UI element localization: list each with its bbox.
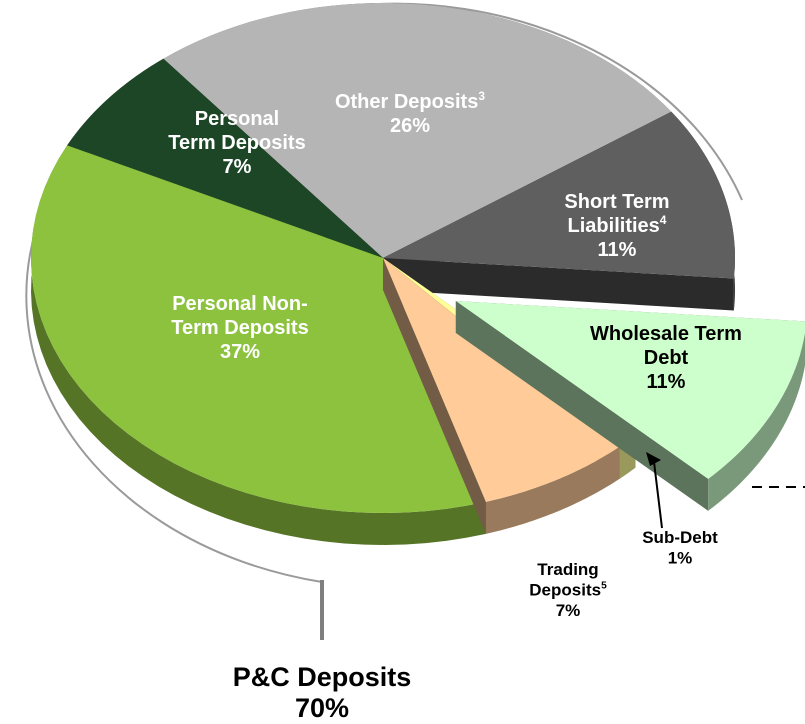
value-label: 11% xyxy=(598,239,637,261)
value-label: 1% xyxy=(668,548,693,567)
slice-label: Other Deposits3 26% xyxy=(335,89,485,137)
slice xyxy=(31,145,486,513)
slice-side xyxy=(383,258,734,311)
annotation-text: P&C Deposits xyxy=(233,662,412,692)
label-line: Personal xyxy=(195,108,279,130)
label-line: Wholesale Term xyxy=(590,323,742,345)
label-line: Term Deposits xyxy=(168,132,305,154)
label-line: Other Deposits xyxy=(335,91,478,113)
label-line: Short Term xyxy=(564,191,669,213)
slice-label: Sub-Debt 1% xyxy=(642,528,718,567)
pointer-arrow xyxy=(646,452,661,466)
slice-label: Personal Non-Term Deposits 37% xyxy=(171,293,308,363)
labels: Personal Term Deposits 7%Other Deposits3 26… xyxy=(168,89,742,620)
slice-label: Personal Term Deposits 7% xyxy=(168,108,305,178)
label-line: Sub-Debt xyxy=(642,528,718,547)
value-label: 37% xyxy=(220,341,260,363)
label-line: Personal Non- xyxy=(172,293,308,315)
footnote: 3 xyxy=(478,89,485,103)
value-label: 7% xyxy=(223,156,252,178)
slice xyxy=(455,301,805,479)
label-line: Deposits xyxy=(529,580,601,599)
label-line: Liabilities xyxy=(568,215,660,237)
value-label: 11% xyxy=(647,371,686,393)
slice-side xyxy=(485,446,620,534)
label-line: Trading xyxy=(537,560,598,579)
label-line: Debt xyxy=(644,347,689,369)
pointer-line xyxy=(653,461,663,529)
slice-side xyxy=(383,258,486,534)
slice xyxy=(383,111,735,279)
slice-side xyxy=(708,333,805,511)
slice xyxy=(67,58,384,258)
footnote: 5 xyxy=(601,581,607,592)
value-label: 7% xyxy=(556,601,581,620)
slice-label: Wholesale Term Debt 11% xyxy=(590,323,742,393)
slice-label: Trading Deposits5 7% xyxy=(529,560,607,620)
slice-side xyxy=(455,301,709,511)
slice xyxy=(383,258,620,502)
label-line: Term Deposits xyxy=(171,317,308,339)
slice-label: Short Term Liabilities4 11% xyxy=(564,191,669,261)
value-label: 26% xyxy=(390,115,430,137)
footnote: 4 xyxy=(660,213,667,227)
slice xyxy=(163,3,672,258)
pie xyxy=(31,3,805,545)
annotation-label: 70% xyxy=(295,693,349,723)
